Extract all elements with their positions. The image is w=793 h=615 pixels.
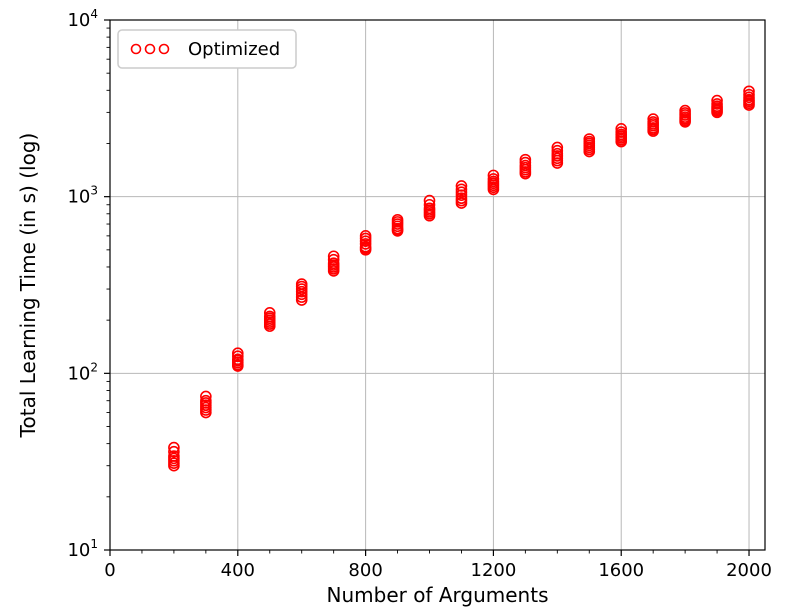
- x-tick-label: 0: [104, 560, 115, 581]
- chart-svg: 0 400 800 1200 1600 2000 101 102 103 104 Number of…: [0, 0, 793, 615]
- x-tick-label: 2000: [726, 560, 772, 581]
- x-tick-label: 1600: [598, 560, 644, 581]
- plot-bg: [110, 20, 765, 550]
- legend-label: Optimized: [188, 39, 280, 60]
- y-tick-label: 101: [67, 537, 98, 561]
- y-axis-label: Total Learning Time (in s) (log): [16, 133, 40, 439]
- y-tick-label: 103: [67, 184, 98, 208]
- y-tick-label: 102: [67, 360, 98, 384]
- x-axis-label: Number of Arguments: [327, 583, 549, 607]
- y-tick-label: 104: [67, 7, 98, 31]
- x-tick-label: 800: [348, 560, 382, 581]
- scatter-chart: 0 400 800 1200 1600 2000 101 102 103 104 Number of…: [0, 0, 793, 615]
- x-tick-label: 400: [221, 560, 255, 581]
- x-tick-label: 1200: [471, 560, 517, 581]
